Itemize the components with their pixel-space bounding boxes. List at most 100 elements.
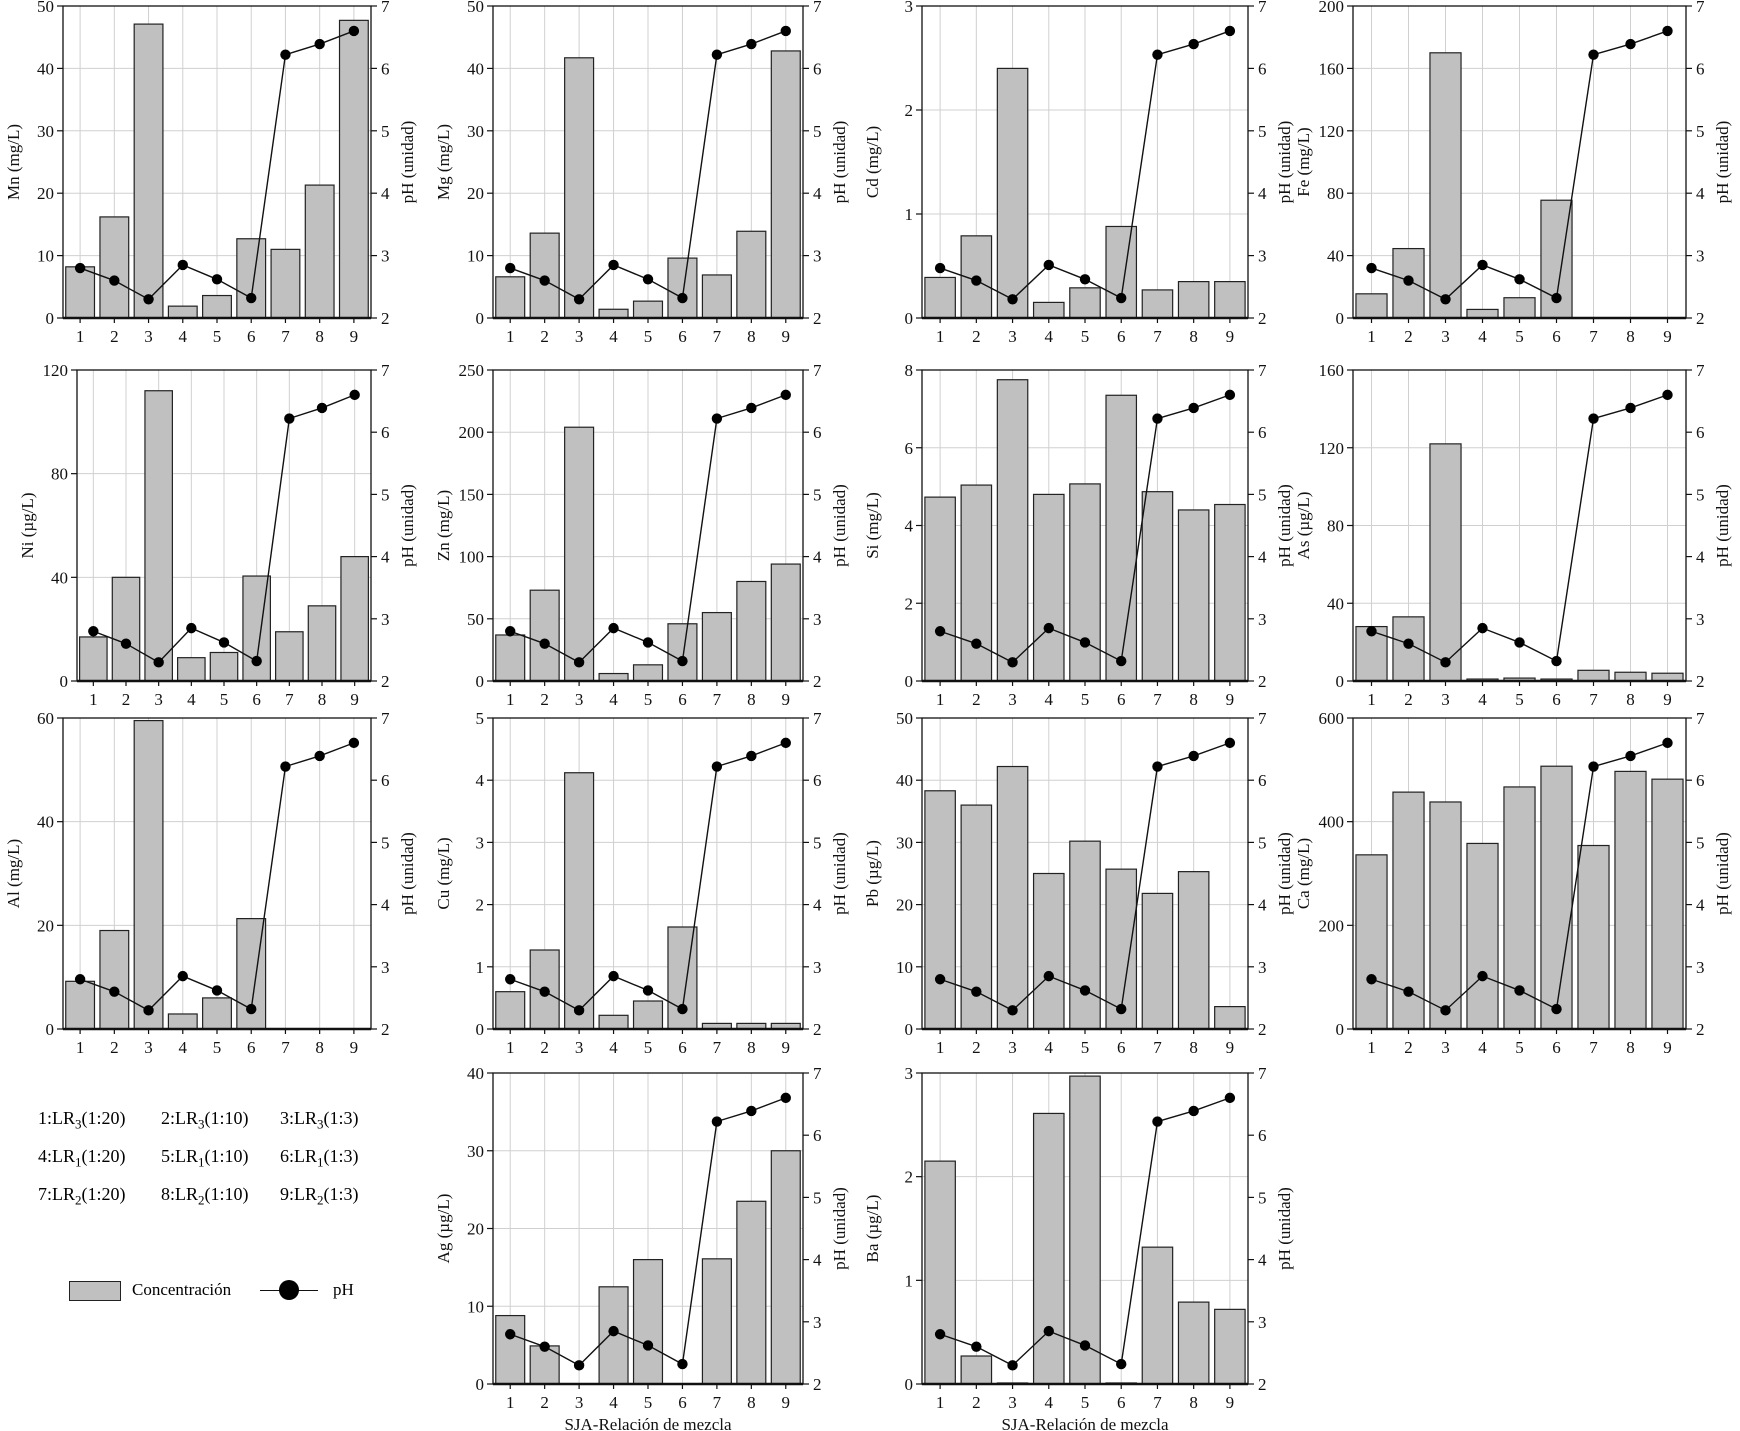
ph-point [1043,1325,1054,1337]
ph-tick-label: 6 [813,771,822,790]
y-tick-label: 30 [37,122,54,141]
x-tick-label: 3 [1441,690,1450,709]
bar [1105,225,1138,319]
ph-tick-label: 5 [813,122,822,141]
concentration-legend-label: Concentración [132,1280,232,1299]
ph-point [746,750,757,762]
x-tick-label: 7 [1153,1038,1162,1057]
x-tick-label: 8 [1189,1393,1198,1412]
ph-point [642,1340,654,1351]
ph-point [934,626,946,637]
ph-tick-label: 6 [813,1126,822,1145]
x-tick-label: 6 [1552,327,1561,346]
bar [924,276,956,319]
x-tick-label: 9 [782,327,791,346]
mixture-legend-item: 3:LR3(1:3) [280,1108,359,1132]
x-tick-label: 2 [972,1038,981,1057]
ph-point [246,1003,257,1015]
bar [770,563,801,682]
x-tick-label: 5 [644,1038,653,1057]
ph-tick-label: 2 [813,1020,822,1039]
ph-tick-label: 6 [813,59,822,78]
bar [133,719,164,1030]
chart-si: 0 2 4 6 8 2 3 4 5 6 7 1 2 3 4 5 6 7 8 9 Si (mg/L) pH (unidad) [863,361,1294,709]
ph-tick-label: 5 [1258,833,1267,852]
x-tick-label: 2 [110,1038,119,1057]
ph-point [1551,292,1562,304]
ph-tick-label: 6 [381,771,390,790]
y-tick-label: 0 [46,1020,55,1039]
x-tick-label: 8 [1626,1038,1635,1057]
x-tick-label: 4 [187,690,196,709]
bar [202,997,232,1030]
bar [167,305,198,319]
ph-point [746,1105,757,1117]
bar [924,496,956,682]
ph-tick-label: 6 [1696,423,1705,442]
y-tick-label: 4 [905,517,914,536]
ph-point [971,1341,982,1352]
ph-tick-label: 5 [813,833,822,852]
y-tick-label: 0 [905,1020,914,1039]
ph-point [1366,974,1377,985]
x-tick-label: 4 [1045,327,1054,346]
x-tick-label: 6 [252,690,261,709]
bar [1141,491,1174,682]
ph-point [280,49,291,60]
ph-point [143,1005,154,1016]
ph-point [1152,761,1163,772]
x-tick-label: 4 [179,327,188,346]
x-tick-label: 4 [609,1393,618,1412]
bar [236,238,267,319]
x-tick-label: 6 [1552,1038,1561,1057]
bar [1177,509,1210,682]
ph-point [1007,657,1018,668]
x-tick-label: 5 [1515,327,1524,346]
ph-point [971,986,982,997]
bar [960,1355,993,1385]
ph-tick-label: 5 [381,485,390,504]
ph-tick-label: 5 [1258,485,1267,504]
x-tick-label: 4 [609,1038,618,1057]
ph-point [316,402,328,414]
bar [1614,770,1647,1030]
x-tick-label: 3 [1008,1393,1017,1412]
bar [1141,892,1174,1030]
bar [1466,842,1499,1030]
bar [770,50,801,319]
ph-tick-label: 4 [813,548,822,567]
ph-tick-label: 6 [1696,771,1705,790]
y-axis-title: Mn (mg/L) [4,124,23,200]
x-axis-title: SJA-Relación de mezcla [564,1415,732,1431]
bar [1355,293,1388,319]
bar [996,765,1029,1030]
y-tick-label: 8 [905,361,914,380]
ph-tick-label: 5 [1696,833,1705,852]
ph-tick-label: 3 [381,610,390,629]
ph-tick-label: 2 [1258,1020,1267,1039]
x-tick-label: 1 [936,327,945,346]
bar [1577,844,1610,1030]
ph-point [1007,1360,1018,1371]
y-tick-label: 40 [37,813,54,832]
ph-point [348,737,360,749]
bar [564,772,595,1030]
chart-al: 0 20 40 60 2 3 4 5 6 7 1 2 3 4 5 6 7 8 9 Al (mg/L) pH (unida… [4,709,417,1057]
x-tick-label: 8 [747,690,756,709]
x-tick-label: 7 [713,327,722,346]
ph-point [218,637,230,648]
y-tick-label: 0 [46,309,55,328]
ph-tick-label: 5 [813,485,822,504]
x-tick-label: 8 [747,1393,756,1412]
ph-point [642,985,654,996]
x-tick-label: 5 [220,690,229,709]
y-tick-label: 10 [467,1297,484,1316]
bar [1214,1308,1246,1385]
ph-tick-label: 2 [1258,309,1267,328]
y-axis-title: Ca (mg/L) [1294,838,1313,909]
ph-tick-label: 3 [1258,958,1267,977]
ph-axis-title: pH (unidad) [1275,832,1294,915]
ph-point [1079,985,1091,996]
ph-tick-label: 7 [1258,361,1267,380]
x-tick-label: 9 [350,1038,359,1057]
